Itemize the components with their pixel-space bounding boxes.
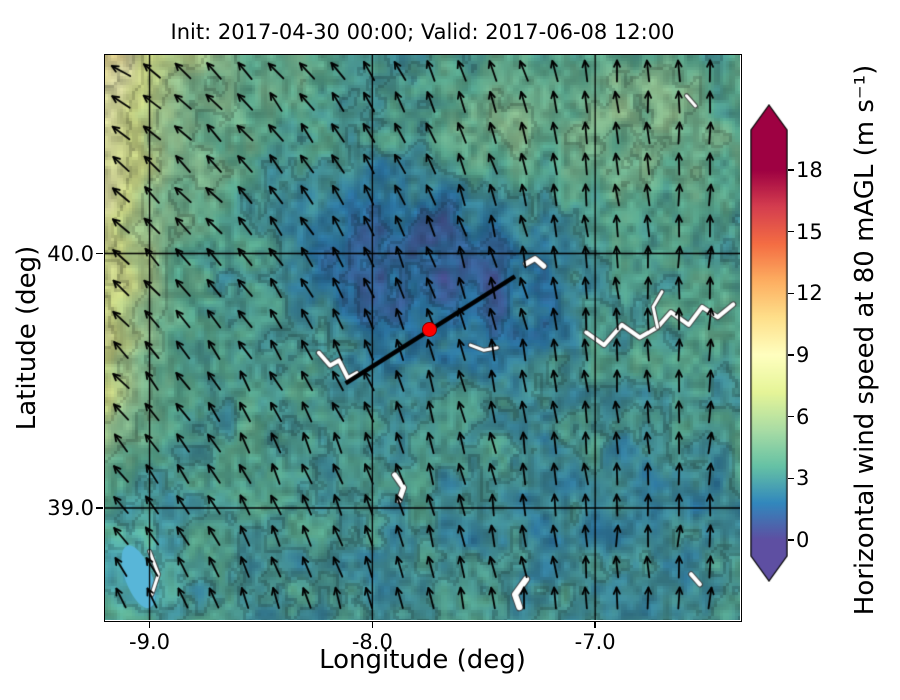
- x-tick-mark: [371, 621, 374, 628]
- colorbar-tick-mark: [788, 415, 794, 418]
- colorbar-tick-label: 15: [796, 219, 823, 244]
- x-tick-label: -8.0: [351, 630, 393, 654]
- colorbar-tick-mark: [788, 354, 794, 356]
- y-tick-label: 39.0: [47, 496, 94, 521]
- colorbar-tick-mark: [788, 539, 794, 541]
- colorbar-label: Horizontal wind speed at 80 mAGL (m s⁻¹): [850, 64, 880, 616]
- colorbar-tick-label: 0: [796, 528, 810, 552]
- map-plot-area: [103, 53, 742, 622]
- x-axis-label: Longitude (deg): [319, 645, 526, 675]
- y-tick-mark: [96, 252, 103, 255]
- colorbar-tick-mark: [788, 292, 794, 295]
- colorbar-tick-mark: [788, 477, 794, 480]
- wind-speed-map-canvas: [104, 54, 740, 620]
- colorbar: [750, 104, 788, 582]
- colorbar-tick-mark: [788, 230, 794, 233]
- site-marker: [422, 321, 438, 337]
- x-tick-mark: [594, 621, 596, 628]
- colorbar-tick-label: 6: [796, 404, 810, 429]
- y-axis-label: Latitude (deg): [12, 245, 42, 431]
- plot-title: Init: 2017-04-30 00:00; Valid: 2017-06-0…: [170, 20, 675, 44]
- colorbar-tick-label: 18: [796, 158, 823, 182]
- colorbar-tick-label: 3: [796, 466, 810, 491]
- colorbar-tick-label: 12: [796, 281, 823, 306]
- y-tick-mark: [96, 507, 103, 509]
- x-tick-label: -7.0: [574, 630, 616, 654]
- x-tick-label: -9.0: [129, 630, 171, 654]
- x-tick-mark: [148, 621, 151, 628]
- y-tick-label: 40.0: [47, 241, 94, 266]
- colorbar-tick-label: 9: [796, 343, 810, 367]
- colorbar-tick-mark: [788, 169, 794, 171]
